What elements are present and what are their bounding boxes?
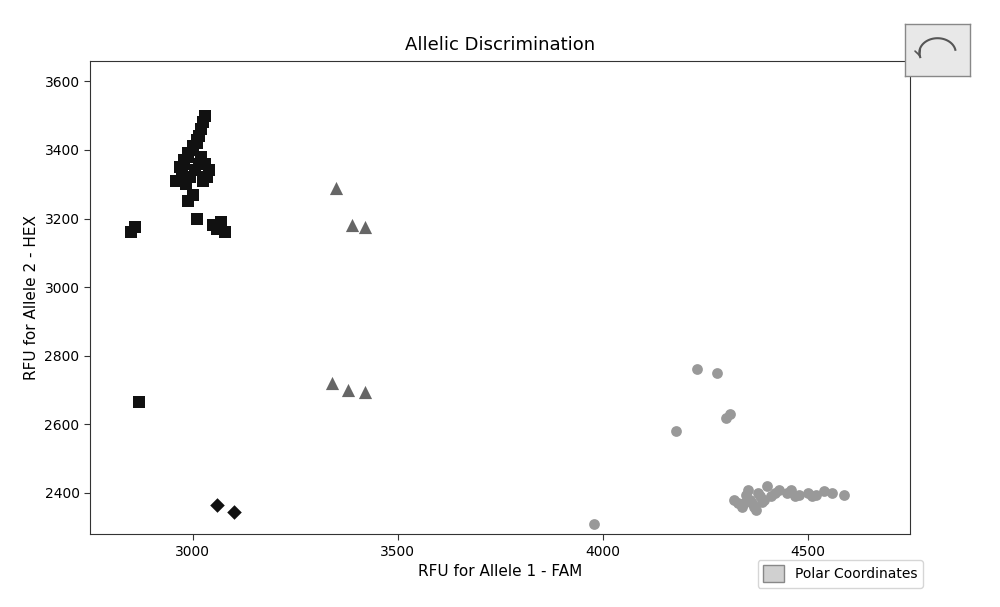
Point: [176, 159, 192, 169]
Point: [180, 152, 196, 161]
Point: [197, 159, 213, 169]
Point: [736, 498, 752, 508]
Point: [730, 498, 746, 508]
Point: [783, 485, 799, 495]
Point: [123, 228, 139, 237]
Point: [209, 224, 225, 234]
Point: [178, 179, 194, 189]
Point: [209, 500, 225, 510]
Point: [689, 365, 705, 375]
Legend: Polar Coordinates: Polar Coordinates: [758, 560, 923, 588]
Point: [191, 159, 207, 169]
Point: [718, 413, 734, 422]
Point: [750, 488, 766, 498]
Point: [791, 490, 807, 500]
Point: [193, 152, 209, 161]
Point: [586, 519, 602, 529]
Point: [185, 145, 201, 155]
Point: [174, 169, 190, 179]
Point: [180, 149, 196, 158]
Point: [709, 368, 725, 378]
Point: [754, 497, 770, 506]
Point: [804, 492, 820, 501]
Point: [324, 378, 340, 388]
Point: [201, 166, 217, 175]
Point: [767, 488, 783, 498]
Point: [185, 141, 201, 151]
Point: [800, 488, 816, 498]
Point: [808, 490, 824, 500]
Point: [131, 397, 147, 407]
X-axis label: RFU for Allele 1 - FAM: RFU for Allele 1 - FAM: [418, 564, 582, 579]
Point: [127, 222, 143, 232]
Point: [185, 189, 201, 199]
Point: [193, 124, 209, 134]
Point: [182, 172, 198, 182]
Point: [357, 222, 373, 232]
Point: [168, 176, 184, 186]
Point: [740, 485, 756, 495]
Point: [226, 507, 242, 517]
Point: [191, 131, 207, 141]
Point: [344, 220, 360, 230]
Point: [213, 217, 229, 227]
Point: [744, 498, 760, 508]
Point: [180, 197, 196, 206]
Point: [199, 172, 215, 182]
Point: [756, 495, 772, 504]
Point: [197, 110, 213, 120]
Point: [328, 183, 344, 192]
Point: [759, 481, 775, 491]
Point: [824, 488, 840, 498]
Point: [722, 409, 738, 419]
Point: [205, 220, 221, 230]
Point: [187, 166, 203, 175]
Point: [357, 387, 373, 396]
Point: [763, 492, 779, 501]
Y-axis label: RFU for Allele 2 - HEX: RFU for Allele 2 - HEX: [24, 215, 39, 380]
Point: [779, 488, 795, 498]
Point: [189, 214, 205, 223]
Point: [726, 495, 742, 504]
Point: [195, 176, 211, 186]
Point: [771, 485, 787, 495]
Point: [176, 155, 192, 165]
Title: Allelic Discrimination: Allelic Discrimination: [405, 36, 595, 53]
Point: [189, 138, 205, 148]
Point: [787, 492, 803, 501]
Point: [340, 385, 356, 395]
Point: [189, 135, 205, 144]
Point: [195, 118, 211, 127]
Point: [742, 495, 758, 504]
Point: [748, 505, 764, 515]
Point: [734, 502, 750, 512]
Point: [668, 426, 684, 436]
Point: [816, 486, 832, 496]
Point: [172, 162, 188, 172]
Point: [738, 490, 754, 500]
Point: [836, 490, 852, 500]
Point: [752, 492, 768, 501]
Point: [217, 228, 233, 237]
Point: [746, 502, 762, 512]
